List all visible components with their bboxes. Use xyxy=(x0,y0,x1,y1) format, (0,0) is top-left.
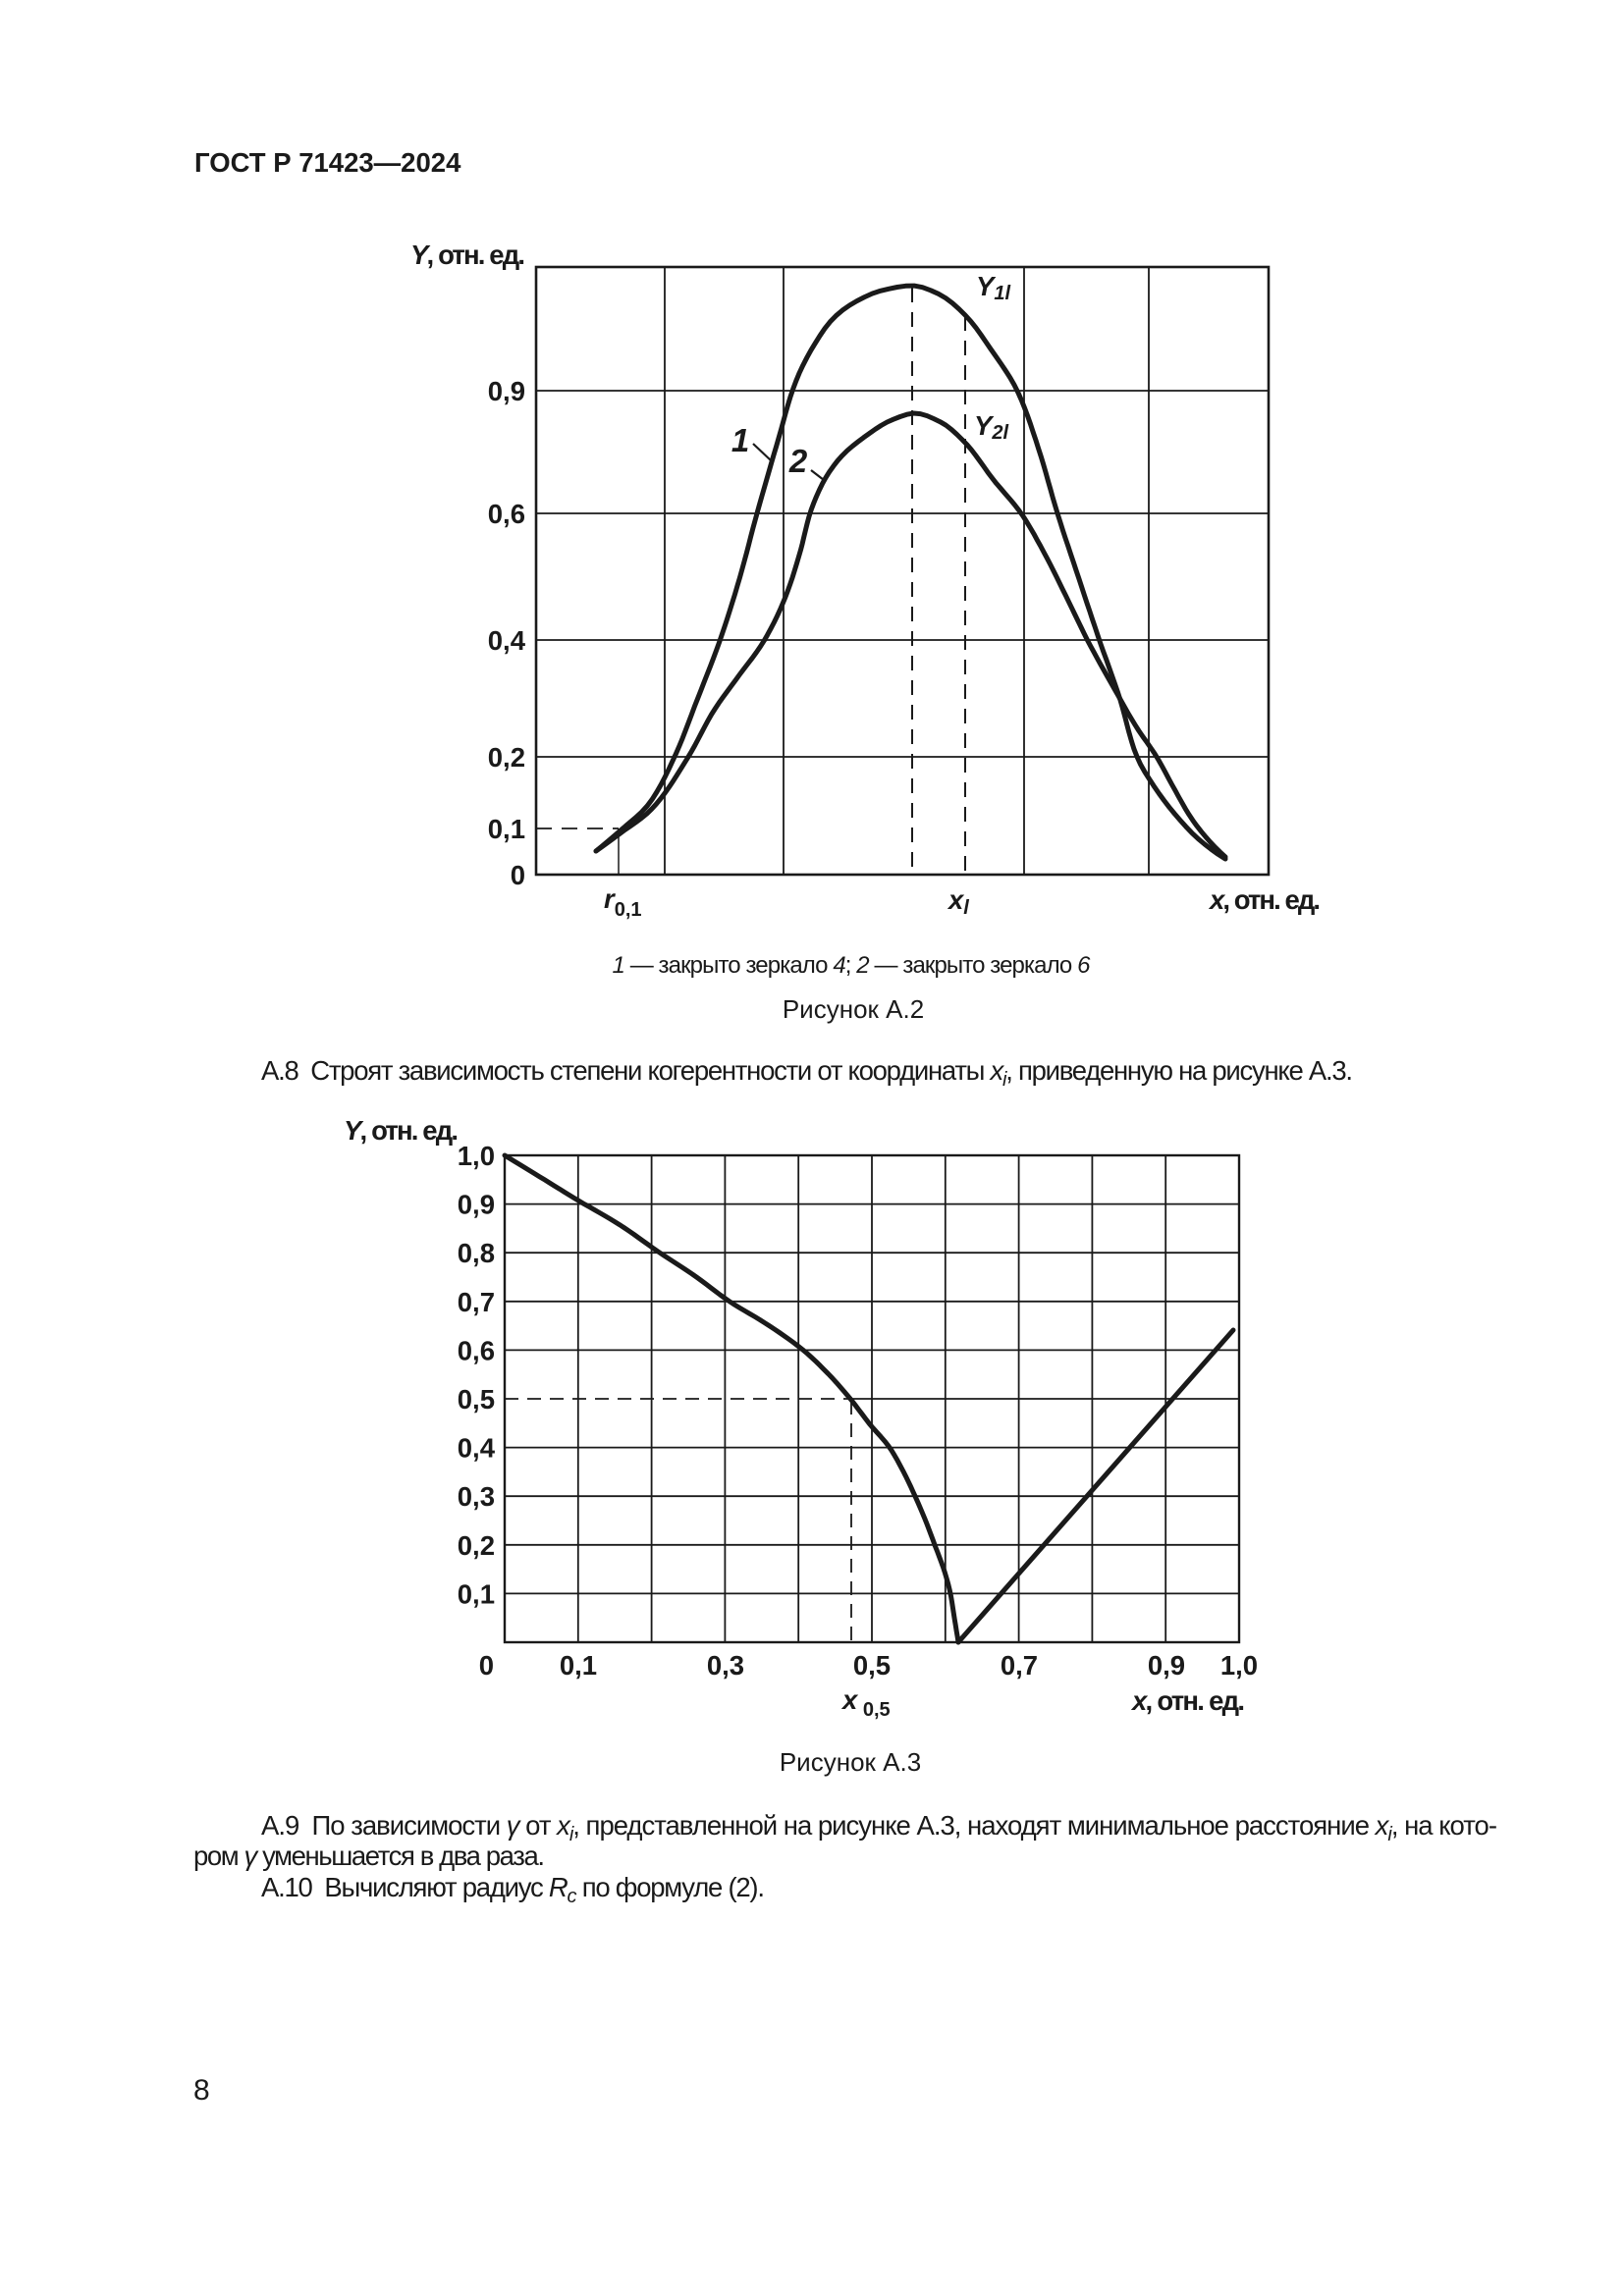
svg-text:ром γ уменьшается в два раза.: ром γ уменьшается в два раза. xyxy=(193,1841,545,1871)
svg-text:0,2: 0,2 xyxy=(458,1530,495,1561)
svg-text:0,3: 0,3 xyxy=(458,1481,495,1512)
svg-text:Рисунок А.3: Рисунок А.3 xyxy=(780,1747,921,1777)
svg-text:Y, отн. ед.: Y, отн. ед. xyxy=(410,240,525,270)
svg-text:0,6: 0,6 xyxy=(458,1335,495,1365)
svg-text:0,1: 0,1 xyxy=(560,1650,597,1681)
svg-text:r0,1: r0,1 xyxy=(604,883,642,921)
svg-text:1,0: 1,0 xyxy=(458,1141,495,1171)
svg-text:Рисунок А.2: Рисунок А.2 xyxy=(783,994,924,1024)
svg-text:1: 1 xyxy=(731,422,749,458)
svg-text:8: 8 xyxy=(193,2074,210,2107)
svg-text:0,4: 0,4 xyxy=(488,625,526,656)
svg-text:0,5: 0,5 xyxy=(853,1650,891,1681)
svg-text:x, отн. ед.: x, отн. ед. xyxy=(1130,1685,1245,1716)
svg-text:0,9: 0,9 xyxy=(1148,1650,1185,1681)
svg-text:А.9 По зависимости γ от xi, п: А.9 По зависимости γ от xi, представленн… xyxy=(261,1810,1497,1845)
svg-text:Y, отн. ед.: Y, отн. ед. xyxy=(344,1115,459,1146)
svg-text:0: 0 xyxy=(479,1650,494,1681)
svg-text:0,3: 0,3 xyxy=(707,1650,744,1681)
svg-text:0,8: 0,8 xyxy=(458,1238,495,1268)
svg-text:ГОСТ Р 71423—2024: ГОСТ Р 71423—2024 xyxy=(194,147,461,178)
svg-text:А.10 Вычисляют радиус Rc по ф: А.10 Вычисляют радиус Rc по формуле (2). xyxy=(261,1872,765,1907)
svg-text:А.8 Строят зависимость степен: А.8 Строят зависимость степени когерентн… xyxy=(261,1055,1353,1091)
svg-text:0,4: 0,4 xyxy=(458,1433,496,1464)
svg-text:0,5: 0,5 xyxy=(458,1384,495,1415)
svg-text:1,0: 1,0 xyxy=(1220,1650,1258,1681)
svg-text:1 — закрыто зеркало 4; 2 — зак: 1 — закрыто зеркало 4; 2 — закрыто зерка… xyxy=(613,952,1092,979)
svg-text:Y1l: Y1l xyxy=(976,271,1010,304)
svg-text:0,2: 0,2 xyxy=(488,742,525,773)
svg-text:0,7: 0,7 xyxy=(458,1287,495,1317)
svg-text:0,6: 0,6 xyxy=(488,499,525,529)
svg-text:x, отн. ед.: x, отн. ед. xyxy=(1208,884,1321,915)
svg-text:0,1: 0,1 xyxy=(458,1578,495,1609)
svg-text:0,9: 0,9 xyxy=(458,1190,495,1220)
svg-text:0,1: 0,1 xyxy=(488,814,525,844)
svg-text:0: 0 xyxy=(511,860,525,890)
svg-text:0,7: 0,7 xyxy=(1001,1650,1038,1681)
svg-text:0,9: 0,9 xyxy=(488,376,525,406)
svg-text:2: 2 xyxy=(788,443,808,479)
